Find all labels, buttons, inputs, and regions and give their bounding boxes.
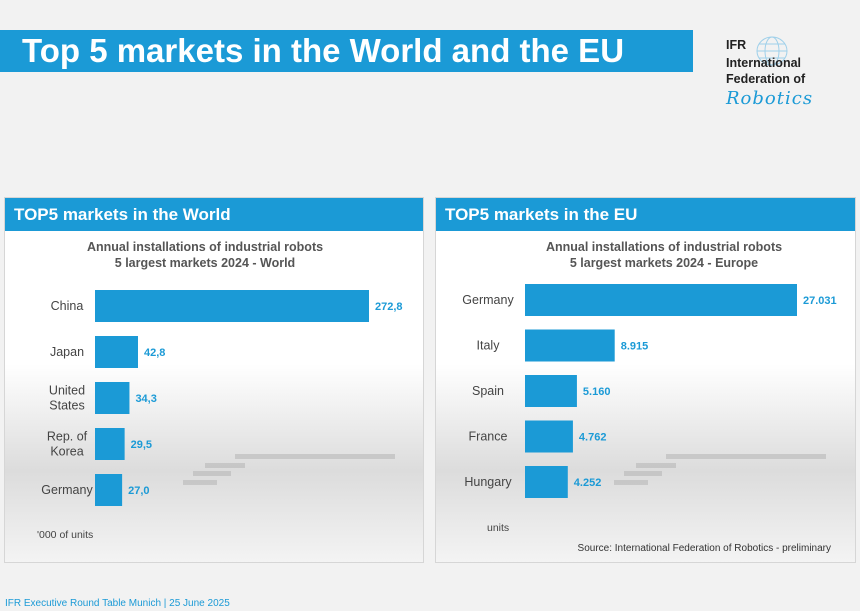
eu-value-label: 4.252 — [574, 477, 602, 489]
logo-text-international: International — [726, 56, 802, 70]
title-bar: Top 5 markets in the World and the EU — [0, 30, 693, 72]
world-panel-body: Annual installations of industrial robot… — [5, 231, 423, 562]
eu-category-label: Italy — [477, 339, 501, 353]
world-category-label: United — [49, 384, 85, 398]
logo-text-robotics: Robotics — [726, 88, 814, 109]
world-chart-subtitle: 5 largest markets 2024 - World — [115, 256, 295, 270]
eu-category-label: France — [469, 430, 508, 444]
world-category-label: Korea — [50, 445, 83, 459]
world-panel: TOP5 markets in the World Annual install… — [4, 197, 424, 563]
world-value-label: 272,8 — [375, 301, 403, 313]
footer-text: IFR Executive Round Table Munich | 25 Ju… — [5, 598, 230, 609]
ifr-logo: IFR International Federation of Robotics — [724, 36, 834, 110]
eu-value-label: 4.762 — [579, 432, 607, 444]
world-unit-note: '000 of units — [37, 529, 93, 541]
world-shadow-stripe — [193, 471, 231, 476]
eu-unit-note: units — [487, 522, 509, 534]
world-chart-title: Annual installations of industrial robot… — [87, 240, 323, 254]
world-category-label: Germany — [41, 483, 93, 497]
world-category-label: Japan — [50, 345, 84, 359]
eu-bar-chart: Annual installations of industrial robot… — [462, 240, 837, 554]
world-bar-chart: Annual installations of industrial robot… — [37, 240, 403, 541]
globe-icon — [756, 36, 788, 66]
world-bar — [95, 290, 369, 322]
eu-shadow-stripe — [624, 471, 662, 476]
logo-text-federation: Federation of — [726, 72, 806, 86]
eu-shadow-stripe — [636, 463, 676, 468]
world-value-label: 42,8 — [144, 347, 165, 359]
world-bar — [95, 382, 130, 414]
eu-value-label: 27.031 — [803, 295, 837, 307]
eu-shadow-decoration — [614, 454, 826, 485]
world-value-label: 34,3 — [135, 393, 156, 405]
world-shadow-decoration — [183, 454, 395, 485]
world-panel-header: TOP5 markets in the World — [5, 198, 423, 231]
eu-shadow-stripe — [614, 480, 648, 485]
eu-bar — [525, 420, 573, 453]
world-shadow-stripe — [235, 454, 395, 459]
world-category-label: China — [51, 299, 84, 313]
world-bar — [95, 474, 123, 506]
eu-shadow-stripe — [666, 454, 826, 459]
eu-category-label: Germany — [462, 293, 514, 307]
page-title: Top 5 markets in the World and the EU — [22, 32, 625, 69]
eu-chart-title: Annual installations of industrial robot… — [546, 240, 782, 254]
world-shadow-stripe — [183, 480, 217, 485]
eu-bar — [525, 466, 568, 498]
logo-text-ifr: IFR — [726, 38, 747, 52]
eu-category-label: Spain — [472, 384, 504, 398]
eu-bar — [525, 375, 577, 407]
world-shadow-stripe — [205, 463, 245, 468]
world-value-label: 27,0 — [128, 485, 149, 497]
eu-value-label: 5.160 — [583, 386, 611, 398]
eu-source-note: Source: International Federation of Robo… — [578, 543, 831, 554]
world-value-label: 29,5 — [131, 439, 152, 451]
eu-bar — [525, 329, 615, 362]
world-category-label: Rep. of — [47, 430, 88, 444]
eu-panel: TOP5 markets in the EU Annual installati… — [435, 197, 856, 563]
eu-chart-subtitle: 5 largest markets 2024 - Europe — [570, 256, 758, 270]
world-bar — [95, 428, 125, 460]
world-bar — [95, 336, 138, 368]
eu-bar — [525, 284, 797, 316]
eu-panel-body: Annual installations of industrial robot… — [436, 231, 855, 562]
eu-category-label: Hungary — [464, 475, 512, 489]
eu-value-label: 8.915 — [621, 341, 649, 353]
eu-panel-header: TOP5 markets in the EU — [436, 198, 855, 231]
world-category-label: States — [49, 399, 84, 413]
